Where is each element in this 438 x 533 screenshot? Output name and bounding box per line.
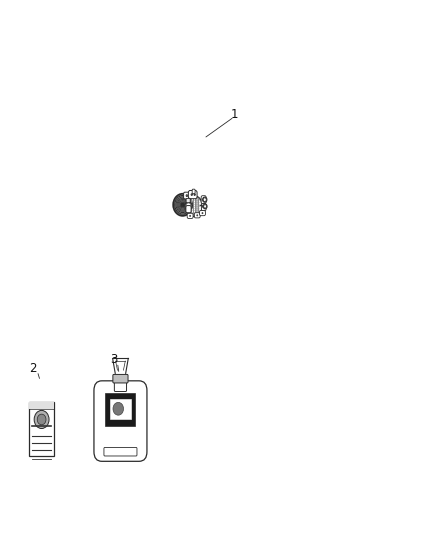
- FancyBboxPatch shape: [188, 190, 197, 199]
- FancyBboxPatch shape: [187, 213, 193, 219]
- Ellipse shape: [180, 203, 185, 207]
- Ellipse shape: [204, 205, 206, 208]
- FancyBboxPatch shape: [106, 393, 135, 426]
- Circle shape: [190, 215, 191, 216]
- Ellipse shape: [186, 203, 191, 209]
- Ellipse shape: [173, 194, 192, 216]
- Ellipse shape: [182, 204, 183, 205]
- Circle shape: [191, 193, 192, 196]
- FancyBboxPatch shape: [201, 204, 206, 211]
- Ellipse shape: [203, 204, 207, 209]
- FancyBboxPatch shape: [186, 206, 191, 213]
- FancyBboxPatch shape: [184, 192, 191, 199]
- FancyBboxPatch shape: [94, 381, 147, 461]
- Ellipse shape: [203, 198, 206, 201]
- Circle shape: [186, 195, 187, 197]
- Ellipse shape: [178, 199, 187, 210]
- Ellipse shape: [175, 196, 190, 213]
- Circle shape: [194, 194, 195, 195]
- FancyBboxPatch shape: [194, 213, 200, 218]
- FancyBboxPatch shape: [113, 374, 128, 383]
- FancyBboxPatch shape: [186, 198, 190, 203]
- FancyBboxPatch shape: [201, 196, 206, 204]
- Ellipse shape: [180, 201, 186, 208]
- Ellipse shape: [181, 204, 184, 206]
- Ellipse shape: [179, 200, 187, 209]
- Circle shape: [202, 213, 203, 214]
- Ellipse shape: [182, 204, 184, 206]
- Ellipse shape: [179, 200, 186, 209]
- Ellipse shape: [180, 202, 185, 208]
- Ellipse shape: [175, 196, 191, 214]
- Circle shape: [34, 410, 49, 429]
- Ellipse shape: [182, 204, 184, 206]
- FancyBboxPatch shape: [114, 381, 127, 391]
- Ellipse shape: [182, 204, 183, 205]
- Ellipse shape: [203, 197, 207, 202]
- Circle shape: [191, 194, 192, 195]
- Circle shape: [37, 414, 46, 425]
- Ellipse shape: [178, 199, 187, 211]
- Circle shape: [113, 402, 124, 415]
- Ellipse shape: [177, 198, 188, 211]
- FancyBboxPatch shape: [192, 189, 195, 193]
- Ellipse shape: [177, 198, 189, 212]
- FancyBboxPatch shape: [29, 402, 54, 456]
- Text: 1: 1: [230, 108, 238, 121]
- FancyBboxPatch shape: [110, 399, 131, 419]
- Text: 3: 3: [110, 353, 117, 366]
- Circle shape: [194, 193, 195, 196]
- Ellipse shape: [176, 197, 189, 213]
- FancyBboxPatch shape: [200, 211, 205, 216]
- FancyBboxPatch shape: [104, 448, 137, 456]
- Text: 2: 2: [29, 362, 37, 375]
- Ellipse shape: [181, 203, 184, 207]
- Ellipse shape: [184, 196, 202, 216]
- Ellipse shape: [174, 195, 191, 215]
- Ellipse shape: [185, 202, 192, 210]
- Circle shape: [197, 215, 198, 216]
- FancyBboxPatch shape: [29, 402, 54, 409]
